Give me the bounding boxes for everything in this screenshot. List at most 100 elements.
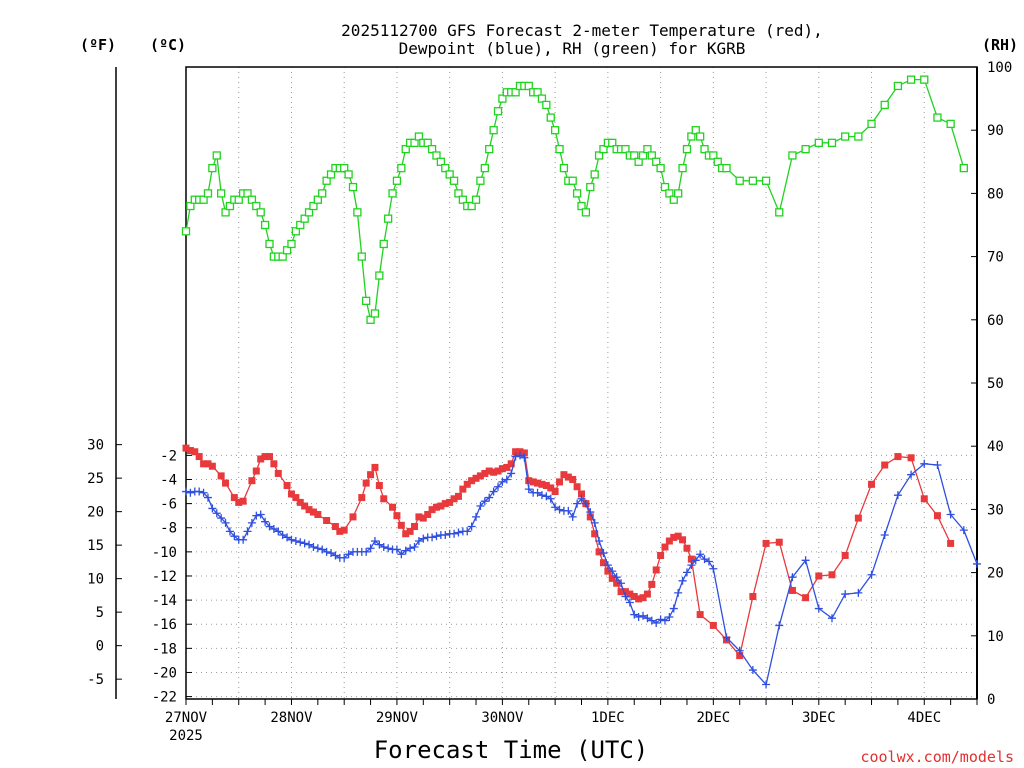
dewpoint-point [410,543,419,552]
dewpoint-point [603,561,612,570]
dewpoint-point [269,524,278,533]
rh-point [379,239,388,249]
temperature-point [534,479,542,487]
rh-point [550,126,560,135]
rh-point [322,176,331,185]
temperature-point [428,506,436,514]
temperature-point [200,460,208,468]
dewpoint-point [217,514,226,523]
dewpoint-point [748,666,757,675]
celsius-tick-label: -18 [152,641,177,657]
dewpoint-point [252,511,261,520]
dewpoint-point [524,485,533,494]
temperature-point [406,527,414,535]
rh-point [498,94,507,103]
rh-point [383,214,393,223]
temperature-point [450,495,458,503]
celsius-tick-label: -14 [152,593,177,609]
rh-point [357,252,366,261]
dewpoint-point [261,517,270,526]
dewpoint-point [573,499,582,508]
fahrenheit-tick-label: -5 [87,672,104,688]
rh-point [392,176,402,185]
temperature-point [547,484,555,492]
rh-series [181,75,968,324]
dewpoint-point [296,538,305,547]
rh-point [454,189,463,198]
temperature-point [485,467,493,475]
temperature-point [762,539,770,547]
dewpoint-point [533,488,542,497]
rh-point [287,239,296,249]
rh-point [401,145,410,154]
axes: 302520151050-5-22-20-18-16-14-12-10-8-6-… [87,60,1012,744]
temperature-point [309,508,317,516]
temperature-series [182,444,955,660]
temperature-point [569,475,577,483]
x-year-label: 2025 [169,728,203,744]
rh-point [586,182,595,192]
dewpoint-point [590,518,599,527]
rh-point [788,151,797,160]
rh-point [630,151,639,160]
rh-point [559,163,569,173]
rh-point [581,208,591,217]
temperature-point [749,592,757,600]
temperature-point [564,473,572,481]
temperature-point [248,477,256,485]
dewpoint-point [907,470,916,479]
dewpoint-point [775,621,784,630]
dewpoint-point [208,504,217,513]
rh-point [722,163,731,173]
dewpoint-point [186,488,195,497]
temperature-point [463,480,471,488]
dewpoint-point [300,539,309,548]
temperature-point [305,506,313,514]
rh-point [480,163,489,173]
temperature-point [657,551,665,559]
rh-tick-label: 30 [987,502,1004,518]
temperature-point [529,478,537,486]
x-tick-label: 30NOV [481,710,524,726]
rh-point [476,176,485,185]
rh-point [946,119,955,129]
dewpoint-point [199,488,208,497]
rh-point [362,296,371,305]
rh-point [291,227,301,236]
rh-point [511,88,520,97]
celsius-unit-label: (ºC) [150,36,186,54]
dewpoint-point [691,556,700,565]
temperature-point [881,461,889,469]
temperature-point [182,444,190,452]
x-tick-label: 4DEC [907,710,941,726]
rh-point [260,220,270,230]
temperature-point [556,478,564,486]
dewpoint-point [682,568,691,577]
x-tick-label: 27NOV [165,710,208,726]
dewpoint-point [608,567,617,576]
rh-point [427,145,437,154]
dewpoint-point [322,547,331,556]
rh-point [388,189,397,198]
temperature-point [217,472,225,480]
temperature-point [599,559,607,567]
temperature-point [287,490,295,498]
dewpoint-point [247,518,256,527]
rh-tick-label: 40 [987,439,1004,455]
rh-point [282,246,292,255]
dewpoint-point [212,509,221,518]
rh-point [441,163,450,173]
dewpoint-point [612,573,621,582]
temperature-point [643,590,651,598]
temperature-point [617,588,625,596]
rh-point [243,189,252,198]
rh-point [594,151,604,160]
dewpoint-point [639,611,648,620]
rh-tick-label: 90 [987,123,1004,139]
rh-point [665,189,674,198]
rh-point [893,81,903,91]
dewpoint-point [621,592,630,601]
dewpoint-point [520,453,529,462]
dewpoint-point [366,544,375,553]
rh-point [827,138,837,147]
